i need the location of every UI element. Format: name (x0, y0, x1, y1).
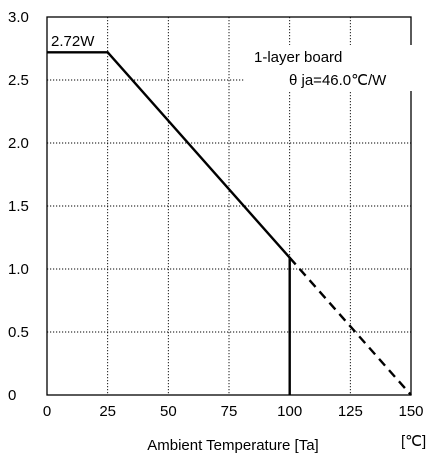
peak-label: 2.72W (51, 33, 95, 50)
x-tick-label: 75 (221, 403, 238, 420)
x-axis-unit: [℃] (401, 433, 426, 450)
tick-labels: 0 25 50 75 100 125 150 0 0.5 1.0 1.5 2.0 2.5 3.0 (8, 9, 424, 420)
y-tick-label: 2.5 (8, 72, 29, 89)
theta-label: θ ja=46.0℃/W (289, 72, 387, 89)
y-tick-label: 0.5 (8, 324, 29, 341)
plot-frame (46, 16, 412, 396)
x-tick-label: 125 (338, 403, 363, 420)
y-tick-label: 2.0 (8, 135, 29, 152)
x-tick-label: 100 (277, 403, 302, 420)
x-tick-label: 0 (43, 403, 51, 420)
derating-line-dashed (288, 256, 412, 396)
x-tick-label: 150 (398, 403, 423, 420)
peak-label-background (49, 31, 107, 50)
board-label: 1-layer board (254, 49, 342, 66)
annotation-background (244, 45, 412, 91)
derating-line-solid (47, 51, 291, 395)
x-tick-label: 50 (160, 403, 177, 420)
y-tick-label: 3.0 (8, 9, 29, 26)
x-tick-label: 25 (99, 403, 116, 420)
x-axis-label: Ambient Temperature [Ta] (147, 437, 318, 454)
y-tick-label: 1.0 (8, 261, 29, 278)
y-tick-label: 1.5 (8, 198, 29, 215)
series-lines (47, 51, 412, 396)
y-tick-label: 0 (8, 387, 16, 404)
